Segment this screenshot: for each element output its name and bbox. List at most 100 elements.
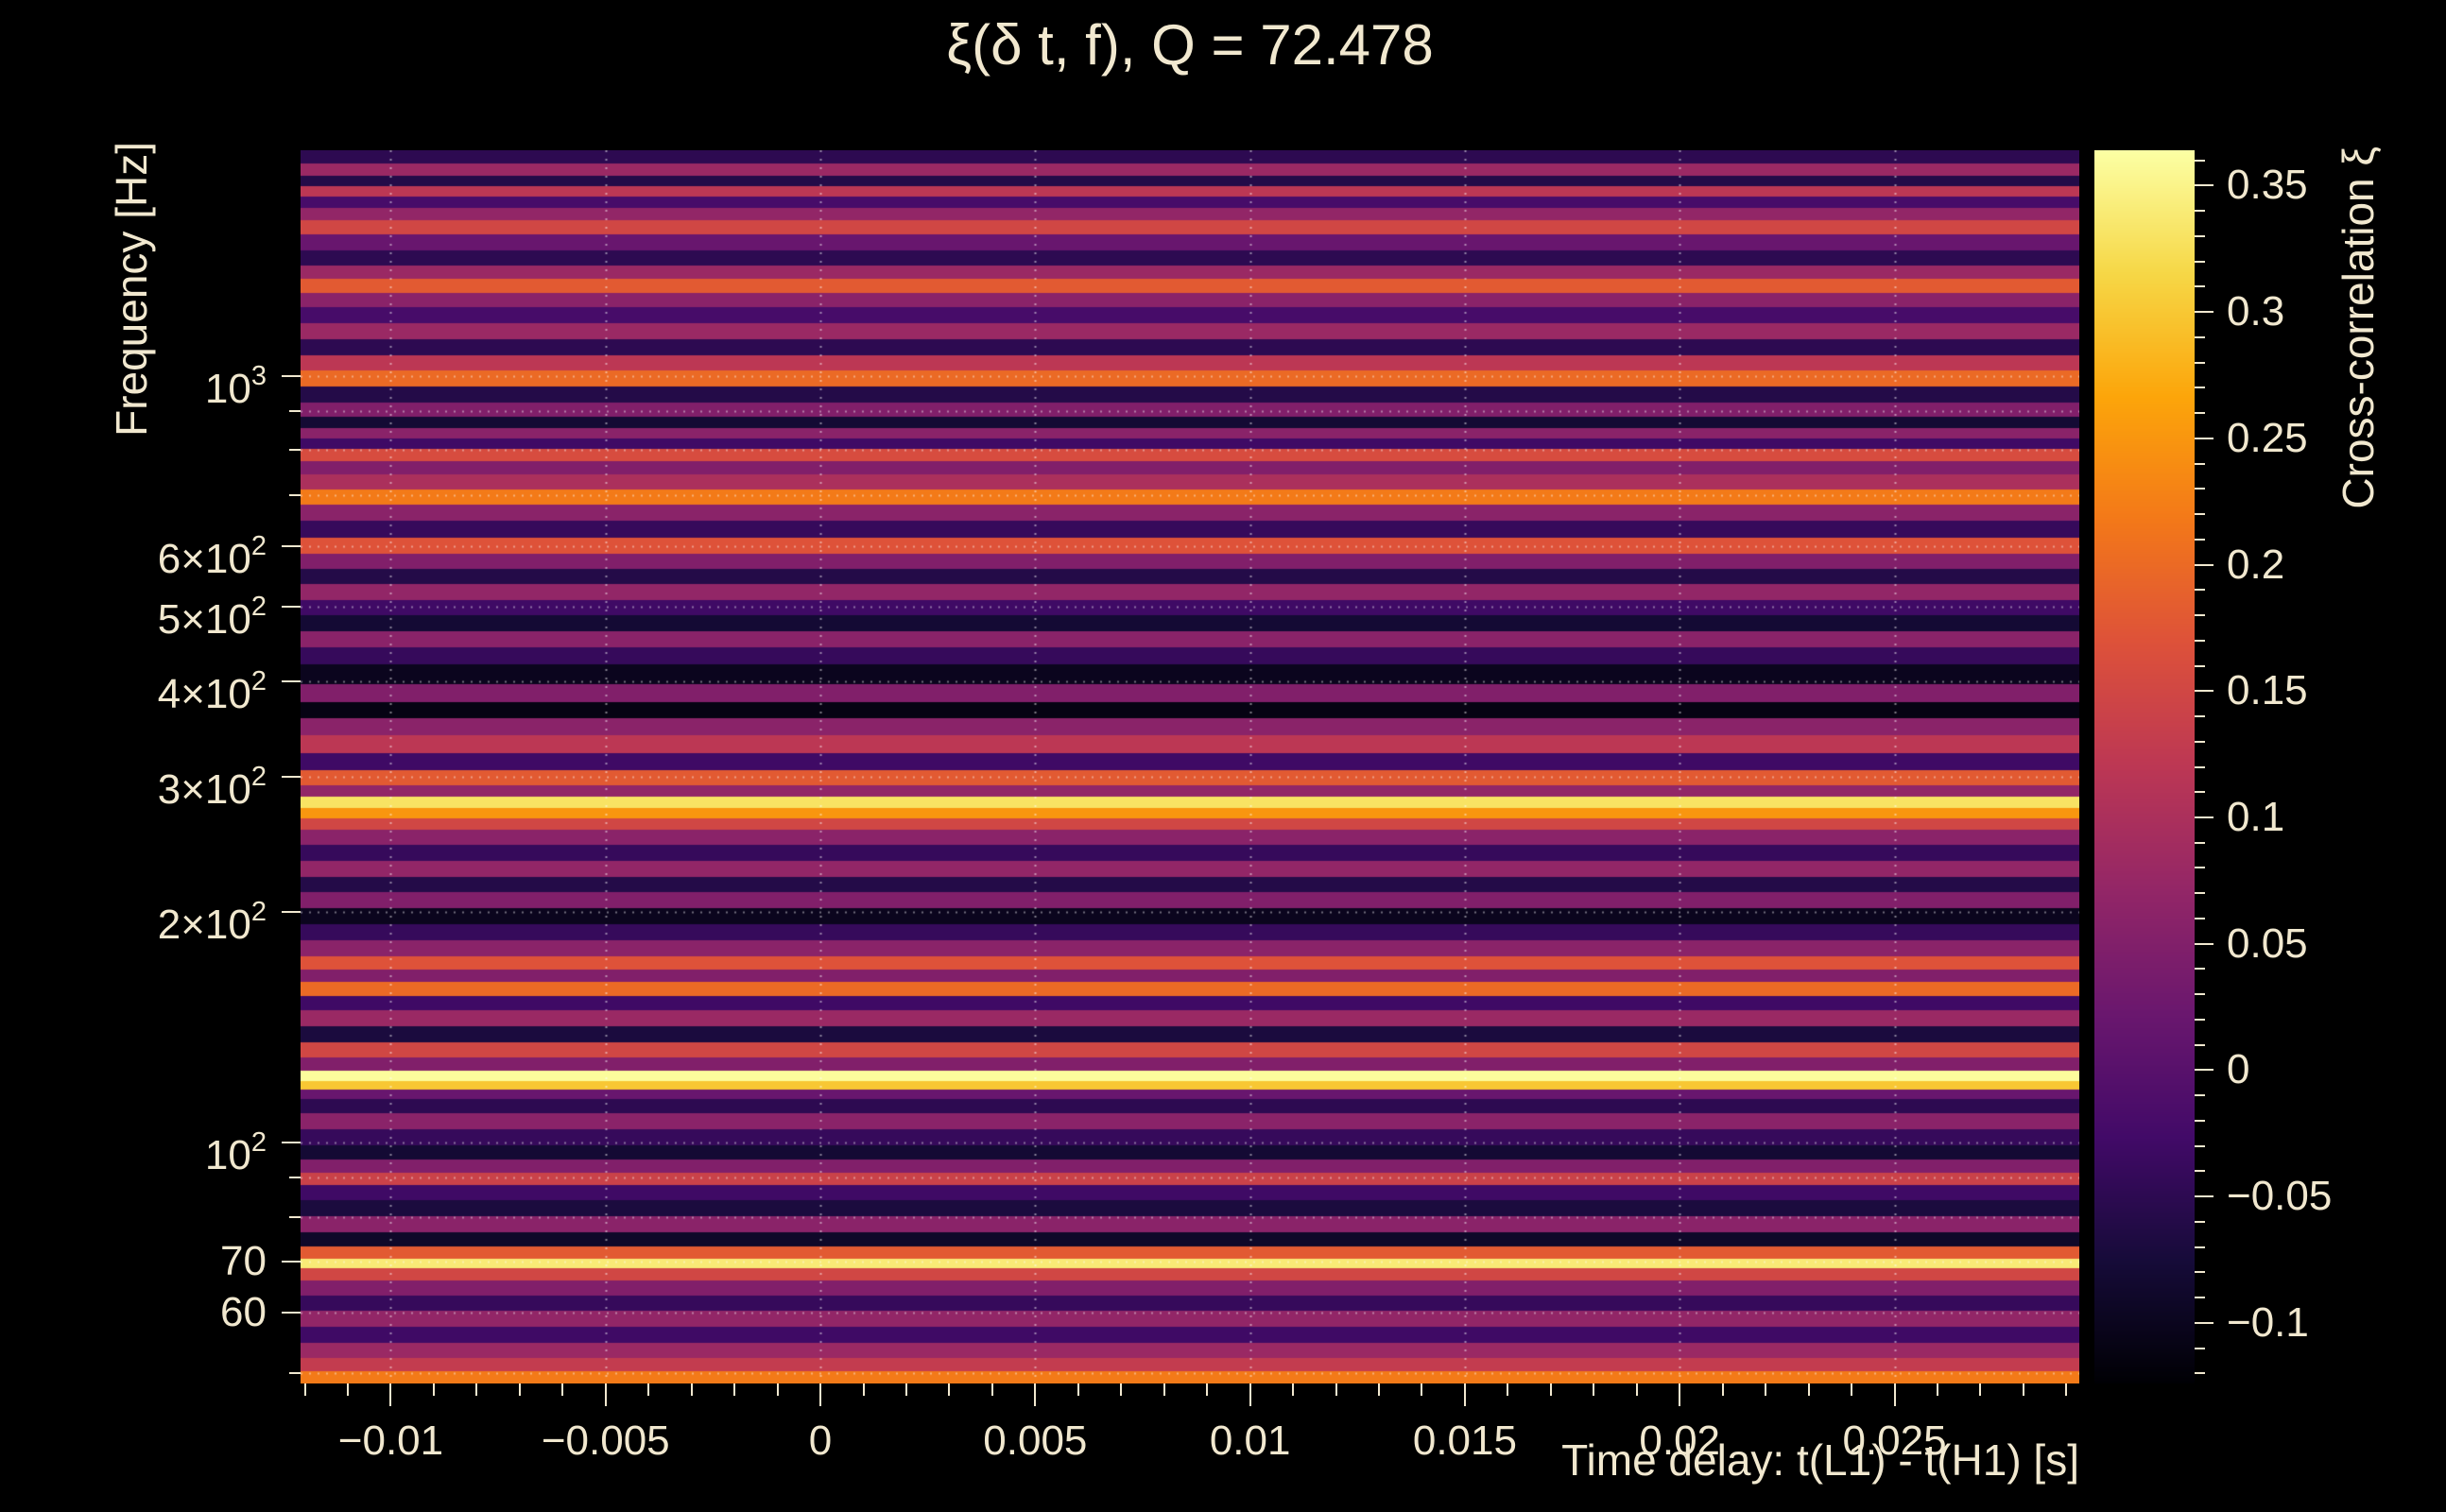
y-major-tick (282, 374, 301, 377)
colorbar-canvas (2094, 150, 2195, 1383)
x-minor-tick (432, 1383, 435, 1396)
x-axis-title: Time delay: t(L1) - t(H1) [s] (1561, 1435, 2079, 1485)
y-minor-tick (289, 1177, 301, 1179)
x-tick-label: 0.015 (1412, 1418, 1517, 1464)
x-tick-label: 0.01 (1209, 1418, 1291, 1464)
y-major-tick (282, 1312, 301, 1314)
colorbar-minor-tick (2195, 740, 2205, 743)
colorbar-tick-label: 0.2 (2227, 541, 2285, 588)
chart-title: ξ(δ t, f), Q = 72.478 (946, 13, 1434, 77)
x-minor-tick (1851, 1383, 1853, 1396)
y-tick-mantissa: 5×10 (157, 596, 251, 644)
y-major-tick (282, 776, 301, 779)
colorbar-minor-tick (2195, 260, 2205, 263)
y-minor-tick (289, 1372, 301, 1375)
colorbar-major-tick (2195, 942, 2213, 945)
x-major-tick (389, 1383, 392, 1406)
colorbar-major-tick (2195, 1321, 2213, 1324)
x-minor-tick (1549, 1383, 1552, 1396)
colorbar-minor-tick (2195, 1297, 2205, 1299)
y-tick-label: 3×102 (6, 751, 267, 816)
colorbar-minor-tick (2195, 412, 2205, 415)
colorbar-minor-tick (2195, 1271, 2205, 1274)
y-tick-exponent: 2 (250, 530, 267, 561)
x-minor-tick (475, 1383, 478, 1396)
y-major-tick (282, 606, 301, 609)
y-tick-exponent: 2 (250, 762, 267, 793)
x-major-tick (1679, 1383, 1681, 1406)
colorbar-tick-label: 0.25 (2227, 414, 2308, 461)
x-major-tick (604, 1383, 607, 1406)
colorbar-minor-tick (2195, 285, 2205, 288)
x-tick-label: 0.025 (1842, 1418, 1947, 1464)
colorbar-minor-tick (2195, 538, 2205, 541)
x-minor-tick (1721, 1383, 1724, 1396)
x-tick-label: −0.01 (337, 1418, 444, 1464)
x-minor-tick (518, 1383, 521, 1396)
colorbar-minor-tick (2195, 1144, 2205, 1147)
x-major-tick (1249, 1383, 1251, 1406)
x-minor-tick (1979, 1383, 1982, 1396)
x-tick-label: 0.005 (983, 1418, 1088, 1464)
y-tick-label: 60 (6, 1287, 267, 1338)
x-minor-tick (1765, 1383, 1767, 1396)
x-minor-tick (1292, 1383, 1295, 1396)
x-minor-tick (2022, 1383, 2024, 1396)
colorbar-major-tick (2195, 816, 2213, 818)
colorbar-minor-tick (2195, 1119, 2205, 1122)
y-major-tick (282, 544, 301, 547)
colorbar-minor-tick (2195, 664, 2205, 667)
colorbar-minor-tick (2195, 765, 2205, 768)
x-minor-tick (990, 1383, 993, 1396)
colorbar-minor-tick (2195, 639, 2205, 642)
colorbar-minor-tick (2195, 867, 2205, 869)
x-minor-tick (1163, 1383, 1165, 1396)
x-major-tick (1034, 1383, 1037, 1406)
colorbar-tick-label: 0.1 (2227, 793, 2285, 840)
colorbar-major-tick (2195, 563, 2213, 566)
colorbar-major-tick (2195, 311, 2213, 314)
colorbar-minor-tick (2195, 361, 2205, 364)
x-minor-tick (1593, 1383, 1595, 1396)
heatmap-canvas (301, 150, 2079, 1383)
y-major-tick (282, 1142, 301, 1144)
x-tick-label: 0 (808, 1418, 833, 1464)
x-minor-tick (690, 1383, 693, 1396)
colorbar-minor-tick (2195, 614, 2205, 617)
colorbar-tick-label: −0.05 (2227, 1173, 2333, 1220)
y-tick-exponent: 2 (250, 1127, 267, 1159)
y-tick-label: 2×102 (6, 886, 267, 951)
y-tick-exponent: 3 (250, 360, 267, 391)
x-minor-tick (1378, 1383, 1381, 1396)
colorbar-minor-tick (2195, 841, 2205, 844)
x-minor-tick (1635, 1383, 1638, 1396)
colorbar-tick-label: 0.35 (2227, 162, 2308, 209)
colorbar-minor-tick (2195, 387, 2205, 389)
x-minor-tick (1507, 1383, 1509, 1396)
y-tick-label: 70 (6, 1236, 267, 1287)
y-minor-tick (289, 409, 301, 412)
colorbar-tick-label: 0.15 (2227, 667, 2308, 714)
y-tick-exponent: 2 (250, 665, 267, 696)
colorbar-minor-tick (2195, 993, 2205, 996)
colorbar-major-tick (2195, 690, 2213, 693)
y-tick-mantissa: 10 (204, 1132, 251, 1179)
x-major-tick (819, 1383, 822, 1406)
colorbar-minor-tick (2195, 892, 2205, 895)
colorbar-tick-label: −0.1 (2227, 1298, 2309, 1346)
x-minor-tick (1936, 1383, 1938, 1396)
x-minor-tick (733, 1383, 736, 1396)
x-tick-label: −0.005 (541, 1418, 670, 1464)
colorbar-tick-label: 0.3 (2227, 288, 2285, 335)
colorbar-minor-tick (2195, 917, 2205, 919)
x-minor-tick (776, 1383, 779, 1396)
y-tick-mantissa: 10 (204, 365, 251, 412)
y-minor-tick (289, 493, 301, 496)
colorbar-tick-label: 0.05 (2227, 919, 2308, 967)
y-major-tick (282, 1260, 301, 1263)
x-minor-tick (347, 1383, 349, 1396)
x-minor-tick (303, 1383, 306, 1396)
colorbar-minor-tick (2195, 589, 2205, 592)
x-major-tick (1893, 1383, 1896, 1406)
colorbar-major-tick (2195, 1195, 2213, 1198)
